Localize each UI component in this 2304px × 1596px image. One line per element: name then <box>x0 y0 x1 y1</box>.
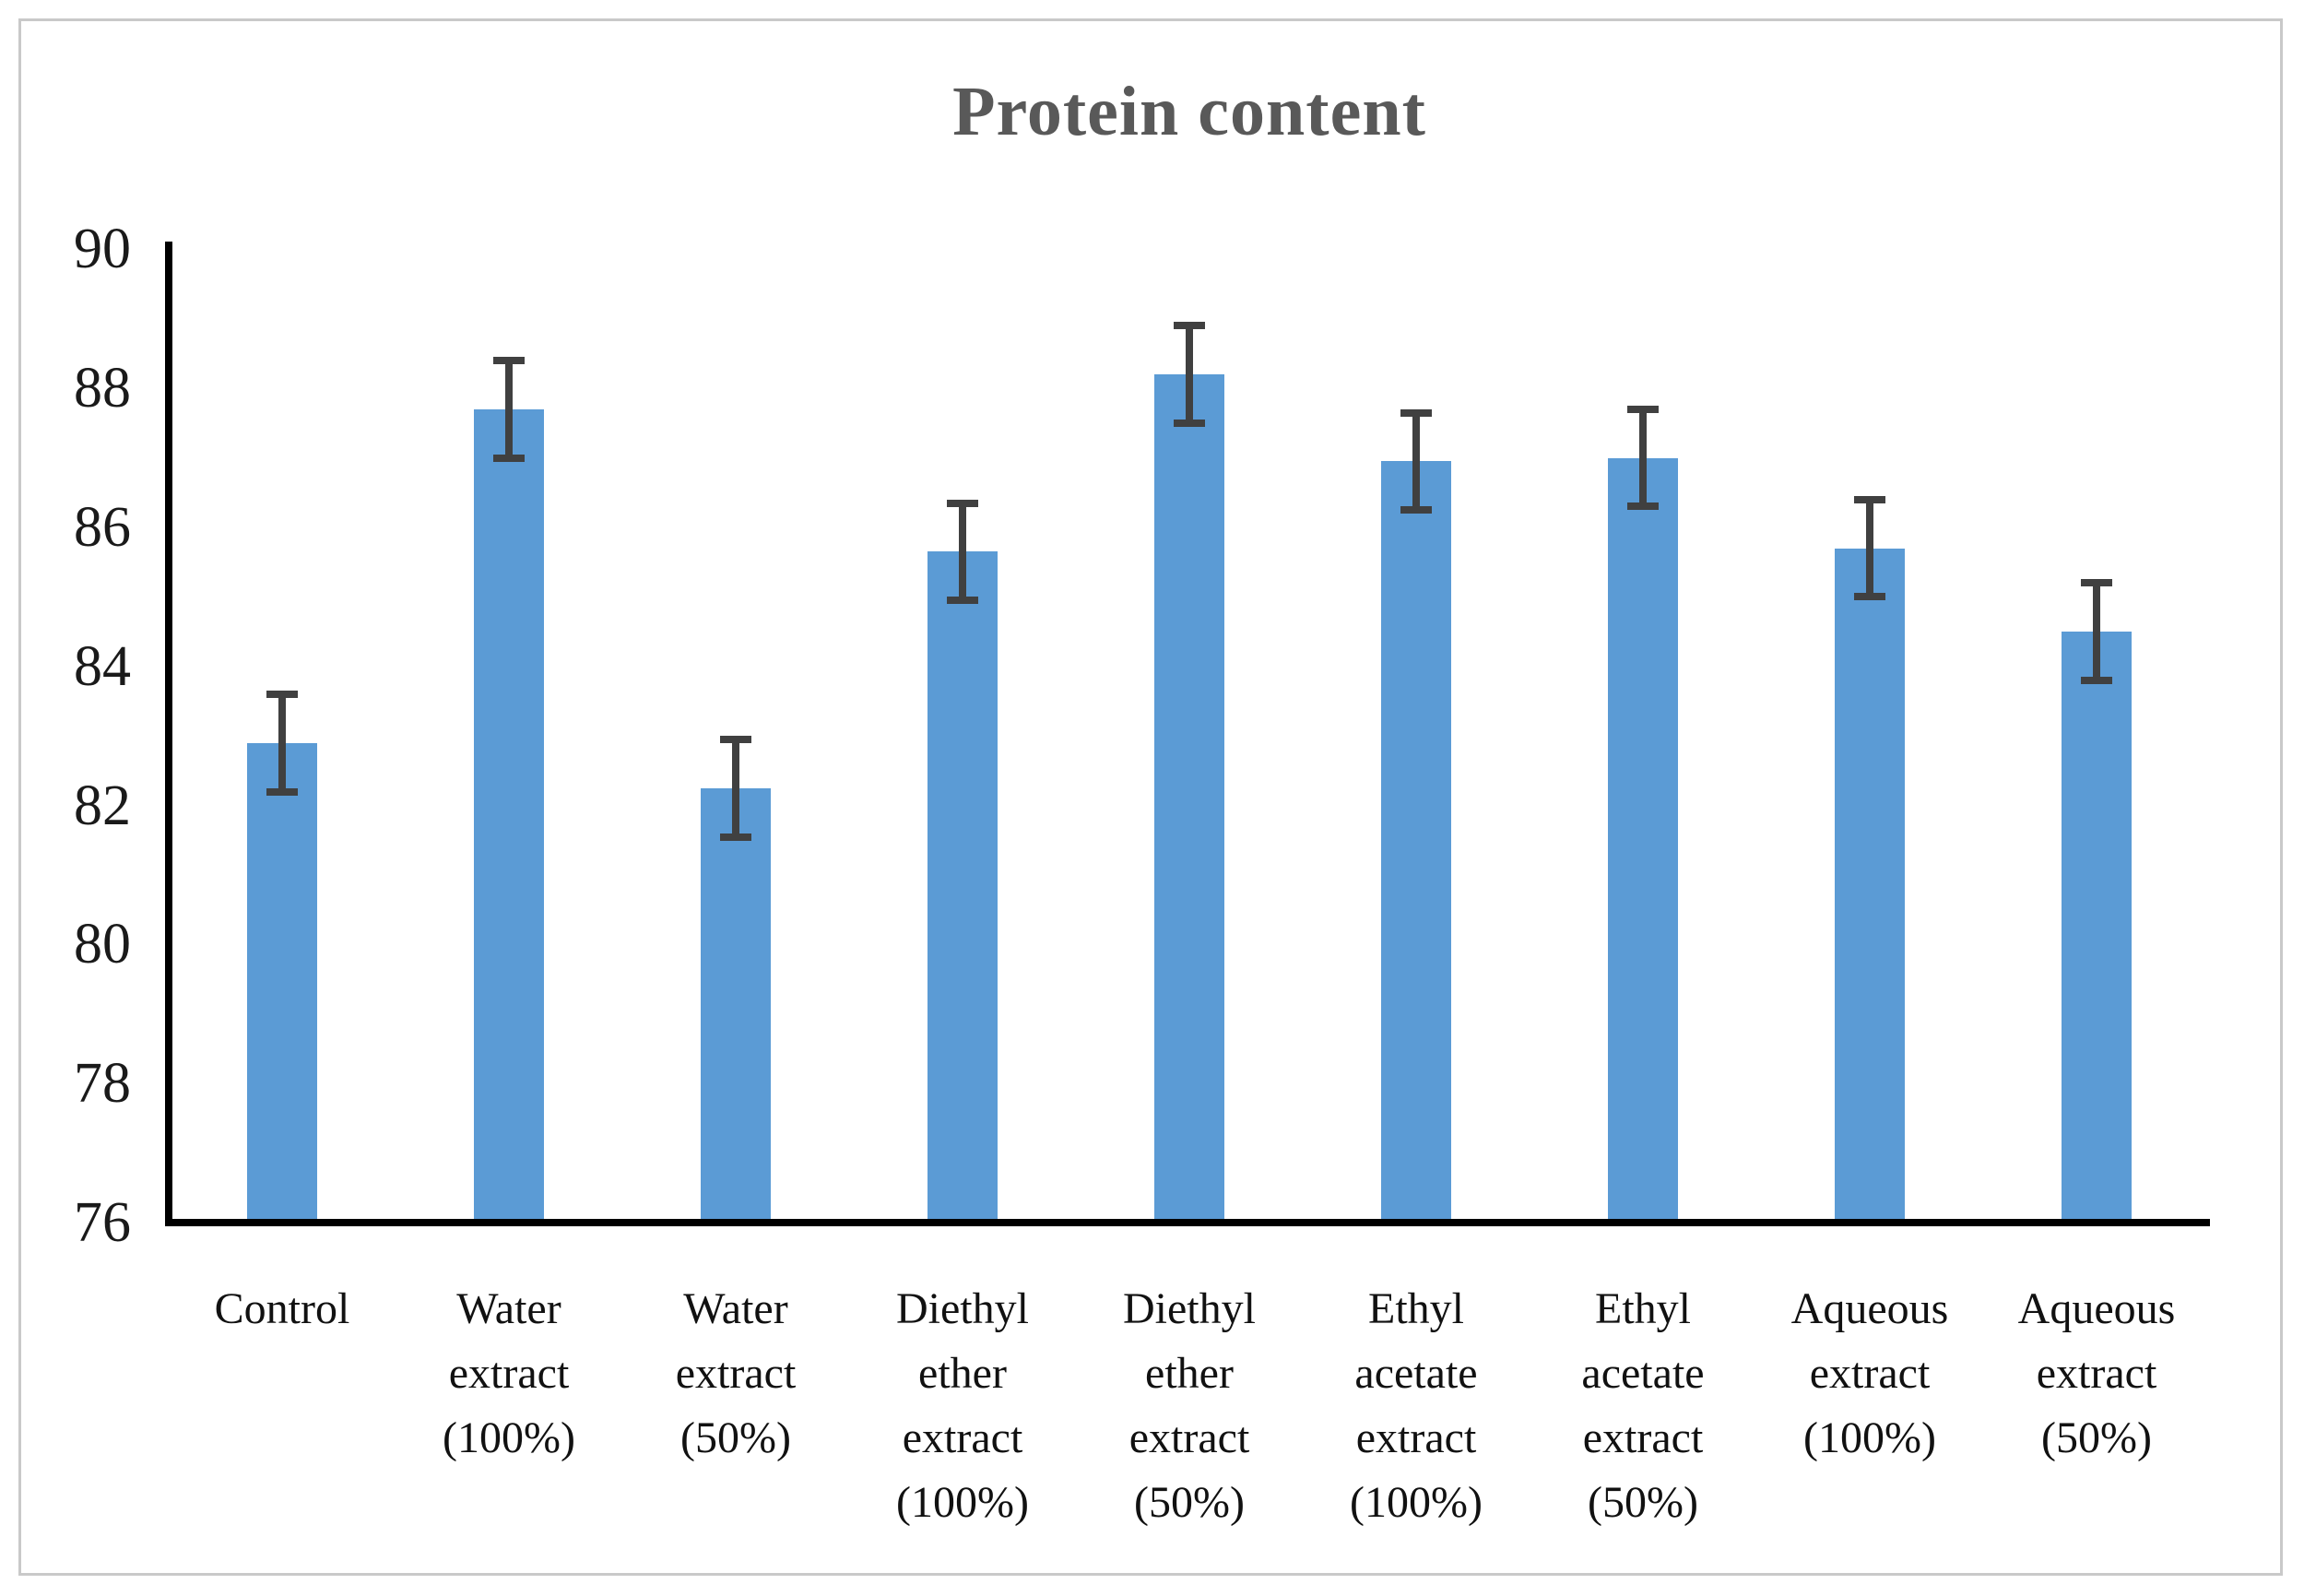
x-category-label: Diethyl ether extract (50%) <box>1069 1277 1309 1535</box>
error-bar-cap <box>1174 322 1205 330</box>
error-bar-stem <box>505 361 513 458</box>
error-bar-stem <box>1866 499 1873 597</box>
error-bar-cap <box>266 690 298 698</box>
chart-title: Protein content <box>952 73 1426 150</box>
x-axis <box>165 1219 2210 1226</box>
error-bar-cap <box>2081 579 2112 587</box>
error-bar-cap <box>2081 676 2112 684</box>
bar <box>1608 457 1678 1226</box>
x-category-label-line: extract <box>1355 1413 1477 1462</box>
error-bar-cap <box>720 833 751 841</box>
x-category-label-line: (50%) <box>1588 1478 1698 1527</box>
error-bar-stem <box>278 693 286 792</box>
error-bar-cap <box>1627 502 1659 511</box>
x-category-label-line: extract <box>1582 1413 1704 1462</box>
x-category-label-line: extract <box>2036 1349 2157 1398</box>
x-category-label-line: Ethyl <box>1368 1284 1464 1333</box>
bar <box>474 408 544 1226</box>
error-bar-stem <box>732 739 739 837</box>
error-bar-cap <box>1400 408 1432 417</box>
bar <box>1381 461 1451 1226</box>
bar <box>247 742 317 1226</box>
y-axis <box>165 242 172 1226</box>
error-bar-cap <box>947 499 978 507</box>
x-category-label: Aqueous extract (50%) <box>1977 1277 2216 1471</box>
x-category-label-line: (50%) <box>1134 1478 1245 1527</box>
y-tick-label: 84 <box>74 634 131 698</box>
x-category-label-line: extract <box>1809 1349 1931 1398</box>
error-bar-cap <box>1854 593 1885 601</box>
error-bar-stem <box>1412 412 1420 511</box>
error-bar-cap <box>266 787 298 796</box>
x-category-label: Ethyl acetate extract (100%) <box>1296 1277 1536 1535</box>
y-tick-label: 88 <box>74 357 131 420</box>
x-category-label-line: Aqueous <box>2017 1284 2176 1333</box>
x-category-label-line: (50%) <box>2041 1413 2152 1462</box>
x-category-label-line: Water <box>456 1284 561 1333</box>
x-category-label-line: extract <box>1128 1413 1250 1462</box>
x-category-label-line: extract <box>448 1349 570 1398</box>
x-category-label-line: ether <box>918 1349 1007 1398</box>
y-tick-label: 90 <box>74 218 131 281</box>
x-category-label-line: extract <box>902 1413 1023 1462</box>
y-tick-label: 76 <box>74 1191 131 1254</box>
y-tick-label: 82 <box>74 774 131 837</box>
error-bar-stem <box>1186 325 1193 423</box>
error-bar-cap <box>1400 506 1432 514</box>
x-category-label-line: (100%) <box>1350 1478 1483 1527</box>
x-category-label-line: Diethyl <box>1123 1284 1256 1333</box>
error-bar-cap <box>720 735 751 743</box>
x-category-label: Water extract (50%) <box>616 1277 856 1471</box>
x-category-label-line: (50%) <box>680 1413 791 1462</box>
error-bar-stem <box>2093 583 2100 680</box>
error-bar-cap <box>947 597 978 605</box>
error-bar-stem <box>1639 408 1647 507</box>
error-bar-cap <box>1854 495 1885 503</box>
bar <box>701 787 771 1226</box>
x-category-label: Diethyl ether extract (100%) <box>843 1277 1082 1535</box>
bar <box>2062 632 2132 1226</box>
x-category-label-line: (100%) <box>1803 1413 1936 1462</box>
x-category-label-line: Ethyl <box>1595 1284 1691 1333</box>
x-category-label-line: (100%) <box>896 1478 1029 1527</box>
error-bar-stem <box>959 502 966 601</box>
x-category-label: Water extract (100%) <box>389 1277 629 1471</box>
chart-frame <box>18 18 2283 1576</box>
bar <box>1835 548 1905 1226</box>
x-category-label-line: acetate <box>1581 1349 1705 1398</box>
x-category-label: Control <box>162 1277 402 1342</box>
y-tick-label: 86 <box>74 496 131 559</box>
y-tick-label: 80 <box>74 913 131 976</box>
x-category-label-line: Diethyl <box>896 1284 1029 1333</box>
x-category-label: Ethyl acetate extract (50%) <box>1523 1277 1763 1535</box>
bar <box>928 551 998 1226</box>
error-bar-cap <box>1174 419 1205 427</box>
bar <box>1154 374 1224 1226</box>
error-bar-cap <box>1627 405 1659 413</box>
y-tick-label: 78 <box>74 1052 131 1116</box>
x-category-label-line: acetate <box>1354 1349 1478 1398</box>
x-category-label-line: Water <box>683 1284 788 1333</box>
x-category-label-line: ether <box>1145 1349 1234 1398</box>
error-bar-cap <box>493 357 525 365</box>
x-category-label: Aqueous extract (100%) <box>1750 1277 1990 1471</box>
x-category-label-line: Aqueous <box>1790 1284 1949 1333</box>
error-bar-cap <box>493 454 525 462</box>
x-category-label-line: extract <box>675 1349 797 1398</box>
x-category-label-line: Control <box>214 1284 350 1333</box>
x-category-label-line: (100%) <box>443 1413 575 1462</box>
